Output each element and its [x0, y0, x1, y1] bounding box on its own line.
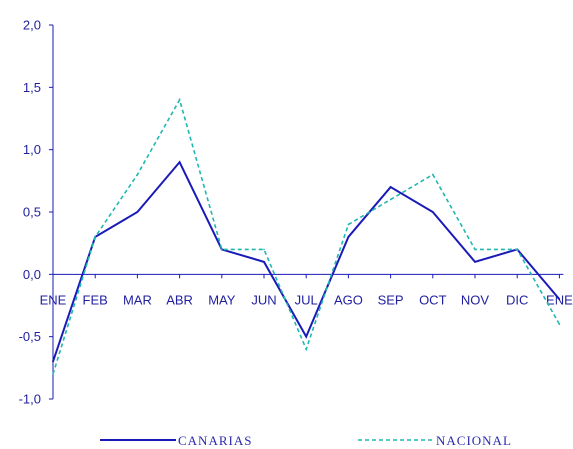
x-axis-ticks: ENE FEB MAR ABR MAY JUN JUL AGO SEP OCT NOV DIC ENE	[40, 274, 573, 307]
data-point-canarias	[389, 186, 392, 188]
data-point-nacional	[474, 248, 476, 251]
data-point-canarias	[558, 298, 561, 301]
y-axis-ticks: 2,0 1,5 1,0 0,5 0,0 -0,5 -1,0	[19, 18, 53, 407]
series-line-nacional	[52, 97, 561, 375]
y-tick-label: 2,0	[23, 18, 41, 33]
data-point-nacional	[178, 99, 181, 101]
data-point-canarias	[52, 360, 54, 363]
data-point-nacional	[94, 236, 96, 238]
data-point-nacional	[263, 248, 265, 251]
data-point-nacional	[221, 248, 223, 251]
data-point-nacional	[516, 248, 518, 251]
y-tick-label: 0,5	[23, 205, 41, 220]
series-line-canarias	[52, 160, 561, 362]
x-tick-label: JUL	[295, 292, 318, 307]
data-point-canarias	[305, 335, 308, 338]
x-tick-label: OCT	[419, 292, 447, 307]
data-point-nacional	[558, 323, 561, 326]
x-tick-label: FEB	[83, 292, 108, 307]
x-tick-label: AGO	[334, 292, 363, 307]
data-point-canarias	[474, 261, 476, 263]
legend: CANARIAS NACIONAL	[100, 433, 512, 448]
y-tick-label: -1,0	[19, 392, 41, 407]
data-point-nacional	[432, 173, 434, 176]
data-point-nacional	[52, 373, 54, 375]
x-tick-label: SEP	[378, 292, 404, 307]
x-tick-label: DIC	[506, 292, 528, 307]
legend-label-nacional: NACIONAL	[436, 433, 512, 448]
data-point-canarias	[432, 211, 434, 213]
data-point-nacional	[305, 348, 308, 350]
series-lines	[52, 97, 561, 375]
x-tick-label: ABR	[166, 292, 193, 307]
y-tick-label: 1,0	[23, 142, 41, 157]
legend-label-canarias: CANARIAS	[178, 433, 252, 448]
x-tick-label: MAR	[123, 292, 152, 307]
data-point-nacional	[136, 173, 139, 176]
data-point-canarias	[347, 236, 350, 238]
data-point-canarias	[263, 261, 265, 263]
x-tick-label: NOV	[461, 292, 490, 307]
data-point-nacional	[347, 223, 350, 226]
x-tick-label: ENE	[40, 292, 67, 307]
y-tick-label: 1,5	[23, 80, 41, 95]
y-tick-label: -0,5	[19, 329, 41, 344]
y-tick-label: 0,0	[23, 267, 41, 282]
x-tick-label: JUN	[251, 292, 276, 307]
data-point-canarias	[136, 211, 139, 213]
data-point-canarias	[178, 161, 181, 163]
data-point-nacional	[389, 198, 392, 201]
x-tick-label: MAY	[208, 292, 236, 307]
